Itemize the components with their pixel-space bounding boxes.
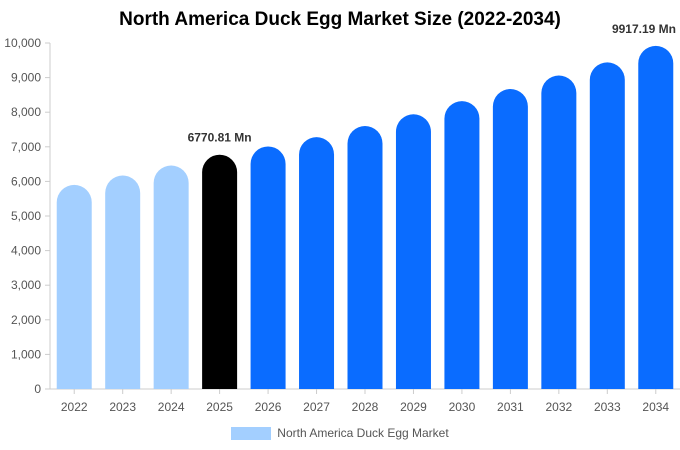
- bar-2034: [638, 45, 674, 389]
- y-tick-label: 5,000: [11, 209, 41, 223]
- x-tick-label: 2031: [497, 400, 524, 414]
- x-tick-label: 2033: [594, 400, 621, 414]
- bar-2022: [56, 184, 92, 389]
- legend-swatch: [231, 426, 272, 440]
- y-tick-label: 10,000: [4, 36, 41, 50]
- x-tick-label: 2030: [449, 400, 476, 414]
- y-tick-label: 6,000: [11, 174, 41, 188]
- y-tick-label: 0: [34, 382, 41, 396]
- bar-2030: [444, 101, 480, 390]
- y-tick-label: 4,000: [11, 244, 41, 258]
- x-tick-label: 2027: [303, 400, 330, 414]
- y-tick-label: 1,000: [11, 347, 41, 361]
- chart-title: North America Duck Egg Market Size (2022…: [119, 9, 561, 30]
- bar-2023: [105, 175, 141, 389]
- data-label-2025: 6770.81 Mn: [188, 131, 252, 145]
- data-label-2034: 9917.19 Mn: [612, 22, 676, 36]
- bar-2026: [250, 146, 286, 389]
- legend-label: North America Duck Egg Market: [277, 426, 449, 440]
- bar-2024: [153, 165, 189, 389]
- x-tick-label: 2023: [109, 400, 136, 414]
- x-tick-label: 2032: [545, 400, 572, 414]
- y-tick-label: 9,000: [11, 71, 41, 85]
- x-tick-label: 2025: [206, 400, 233, 414]
- bar-2028: [347, 126, 383, 389]
- y-tick-label: 8,000: [11, 105, 41, 119]
- x-tick-label: 2026: [255, 400, 282, 414]
- y-tick-label: 3,000: [11, 278, 41, 292]
- bar-2031: [492, 89, 528, 390]
- x-tick-label: 2024: [158, 400, 185, 414]
- bar-2029: [395, 114, 431, 390]
- x-tick-label: 2022: [61, 400, 88, 414]
- x-tick-label: 2028: [352, 400, 379, 414]
- y-tick-label: 2,000: [11, 313, 41, 327]
- bar-2025: [202, 154, 238, 389]
- y-tick-label: 7,000: [11, 140, 41, 154]
- bar-2027: [299, 137, 335, 389]
- bar-2033: [589, 62, 625, 389]
- legend: North America Duck Egg Market: [0, 426, 680, 440]
- x-tick-label: 2029: [400, 400, 427, 414]
- x-tick-label: 2034: [642, 400, 669, 414]
- bar-2032: [541, 75, 577, 390]
